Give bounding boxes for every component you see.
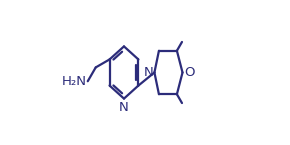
Text: N: N [144, 66, 153, 79]
Text: O: O [184, 66, 195, 79]
Text: N: N [119, 101, 129, 114]
Text: H₂N: H₂N [61, 75, 86, 88]
